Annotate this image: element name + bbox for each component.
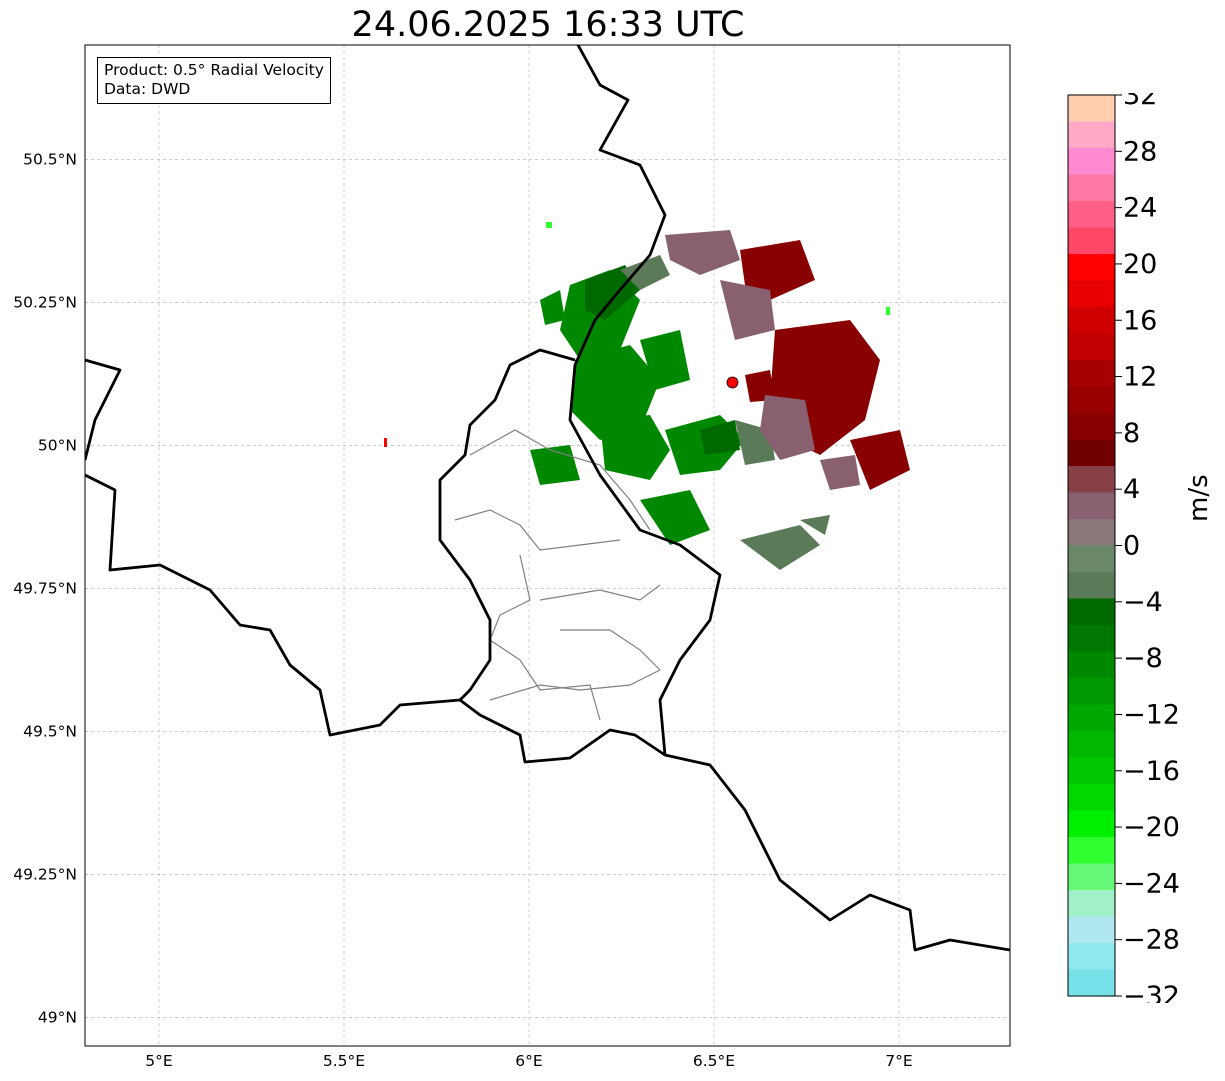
colorbar-swatch <box>1068 466 1115 494</box>
lon-tick-label: 5°E <box>145 1052 172 1070</box>
colorbar-swatch <box>1068 333 1115 361</box>
colorbar-swatch <box>1068 943 1115 971</box>
lon-tick-label: 6.5°E <box>693 1052 735 1070</box>
echo-cell <box>740 525 820 570</box>
echo-cell <box>700 420 740 455</box>
echo-cell <box>760 395 815 460</box>
colorbar-swatch <box>1068 492 1115 520</box>
echo-cell <box>640 330 690 390</box>
colorbar-swatch <box>1068 201 1115 229</box>
lat-tick-label: 50.25°N <box>13 293 77 311</box>
echo-cell <box>585 265 640 320</box>
colorbar-tick-label: −12 <box>1123 699 1180 730</box>
echo-cell <box>820 455 860 490</box>
lat-tick-label: 49°N <box>38 1008 77 1026</box>
map-background <box>85 45 1010 1046</box>
colorbar-swatch <box>1068 307 1115 335</box>
colorbar-tick-label: 12 <box>1123 362 1157 393</box>
colorbar-swatch <box>1068 810 1115 838</box>
colorbar-tick-label: 28 <box>1123 136 1157 167</box>
colorbar-swatch <box>1068 413 1115 441</box>
colorbar-swatch <box>1068 174 1115 202</box>
colorbar-swatch <box>1068 360 1115 388</box>
echo-cell <box>745 370 775 402</box>
map-title: 24.06.2025 16:33 UTC <box>351 5 745 45</box>
colorbar-tick-label: −20 <box>1123 812 1180 843</box>
colorbar-unit-label: m/s <box>1184 474 1214 522</box>
colorbar-tick-label: −32 <box>1123 981 1180 1003</box>
colorbar-swatch <box>1068 598 1115 626</box>
colorbar-swatch <box>1068 837 1115 865</box>
radar-site-marker <box>726 376 739 389</box>
velocity-colorbar: 32 28 24 20 16 12 8 4 0 −4 −8 −12 −16 −20 −24 −28 −32 <box>1067 93 1180 1003</box>
colorbar-swatch <box>1068 545 1115 573</box>
product-info-box: Product: 0.5° Radial Velocity Data: DWD <box>97 57 331 104</box>
colorbar-tick-label: −24 <box>1123 868 1180 899</box>
colorbar-swatch <box>1068 227 1115 255</box>
colorbar-swatch <box>1068 678 1115 706</box>
echo-cell <box>800 515 830 535</box>
echo-cell <box>850 430 910 490</box>
colorbar-swatch <box>1068 148 1115 176</box>
colorbar-swatch <box>1068 757 1115 785</box>
echo-cell <box>886 307 890 315</box>
colorbar-tick-label: 32 <box>1123 93 1157 111</box>
echo-cell <box>546 222 552 228</box>
colorbar-swatch <box>1068 784 1115 812</box>
colorbar-tick-label: 16 <box>1123 305 1157 336</box>
colorbar-tick-label: 20 <box>1123 249 1157 280</box>
colorbar-swatch <box>1068 121 1115 149</box>
colorbar-swatch <box>1068 863 1115 891</box>
colorbar-ticks: 32 28 24 20 16 12 8 4 0 −4 −8 −12 −16 −20 −24 −28 −32 <box>1115 93 1180 1003</box>
longitude-axis: 5°E 5.5°E 6°E 6.5°E 7°E <box>145 1052 912 1070</box>
echo-cell <box>620 255 670 290</box>
colorbar-tick-label: 4 <box>1123 474 1140 505</box>
echo-cell <box>740 240 815 300</box>
lat-tick-label: 50.5°N <box>23 150 77 168</box>
country-borders <box>85 45 1010 952</box>
latitude-axis: 50.5°N 50.25°N 50°N 49.75°N 49.5°N 49.25°N 49°… <box>13 150 77 1026</box>
colorbar-swatch <box>1068 969 1115 997</box>
colorbar-tick-label: −28 <box>1123 925 1180 956</box>
product-label: Product: 0.5° Radial Velocity <box>104 61 324 79</box>
colorbar-tick-label: −4 <box>1123 587 1163 618</box>
lon-tick-label: 6°E <box>515 1052 542 1070</box>
lat-tick-label: 49.5°N <box>23 722 77 740</box>
lat-tick-label: 49.25°N <box>13 865 77 883</box>
colorbar-tick-label: 0 <box>1123 531 1140 562</box>
radar-echoes <box>384 222 910 570</box>
colorbar-tick-label: 24 <box>1123 193 1157 224</box>
colorbar-swatch <box>1068 625 1115 653</box>
colorbar-swatch <box>1068 386 1115 414</box>
colorbar-swatch <box>1068 651 1115 679</box>
colorbar-swatch <box>1068 572 1115 600</box>
data-source-label: Data: DWD <box>104 80 191 98</box>
lon-tick-label: 7°E <box>885 1052 912 1070</box>
region-boundaries <box>454 429 661 721</box>
colorbar-tick-label: 8 <box>1123 418 1140 449</box>
lon-tick-label: 5.5°E <box>323 1052 365 1070</box>
colorbar-swatch <box>1068 916 1115 944</box>
lat-tick-label: 50°N <box>38 436 77 454</box>
lat-tick-label: 49.75°N <box>13 579 77 597</box>
colorbar-swatch <box>1068 519 1115 547</box>
colorbar-swatch <box>1068 731 1115 759</box>
colorbar-swatch <box>1068 280 1115 308</box>
colorbar-swatch <box>1068 704 1115 732</box>
colorbar-tick-label: −8 <box>1123 643 1163 674</box>
echo-cell <box>384 438 387 447</box>
colorbar-swatch <box>1068 439 1115 467</box>
echo-cell <box>665 230 740 275</box>
colorbar-tick-label: −16 <box>1123 756 1180 787</box>
colorbar-swatch <box>1068 254 1115 282</box>
echo-cell <box>600 415 670 480</box>
colorbar-swatches <box>1068 95 1115 997</box>
echo-cell <box>720 280 775 340</box>
map-frame <box>84 44 1011 1047</box>
colorbar-swatch <box>1068 95 1115 123</box>
echo-cell <box>640 490 710 545</box>
echo-cell <box>540 290 565 325</box>
colorbar-swatch <box>1068 890 1115 918</box>
